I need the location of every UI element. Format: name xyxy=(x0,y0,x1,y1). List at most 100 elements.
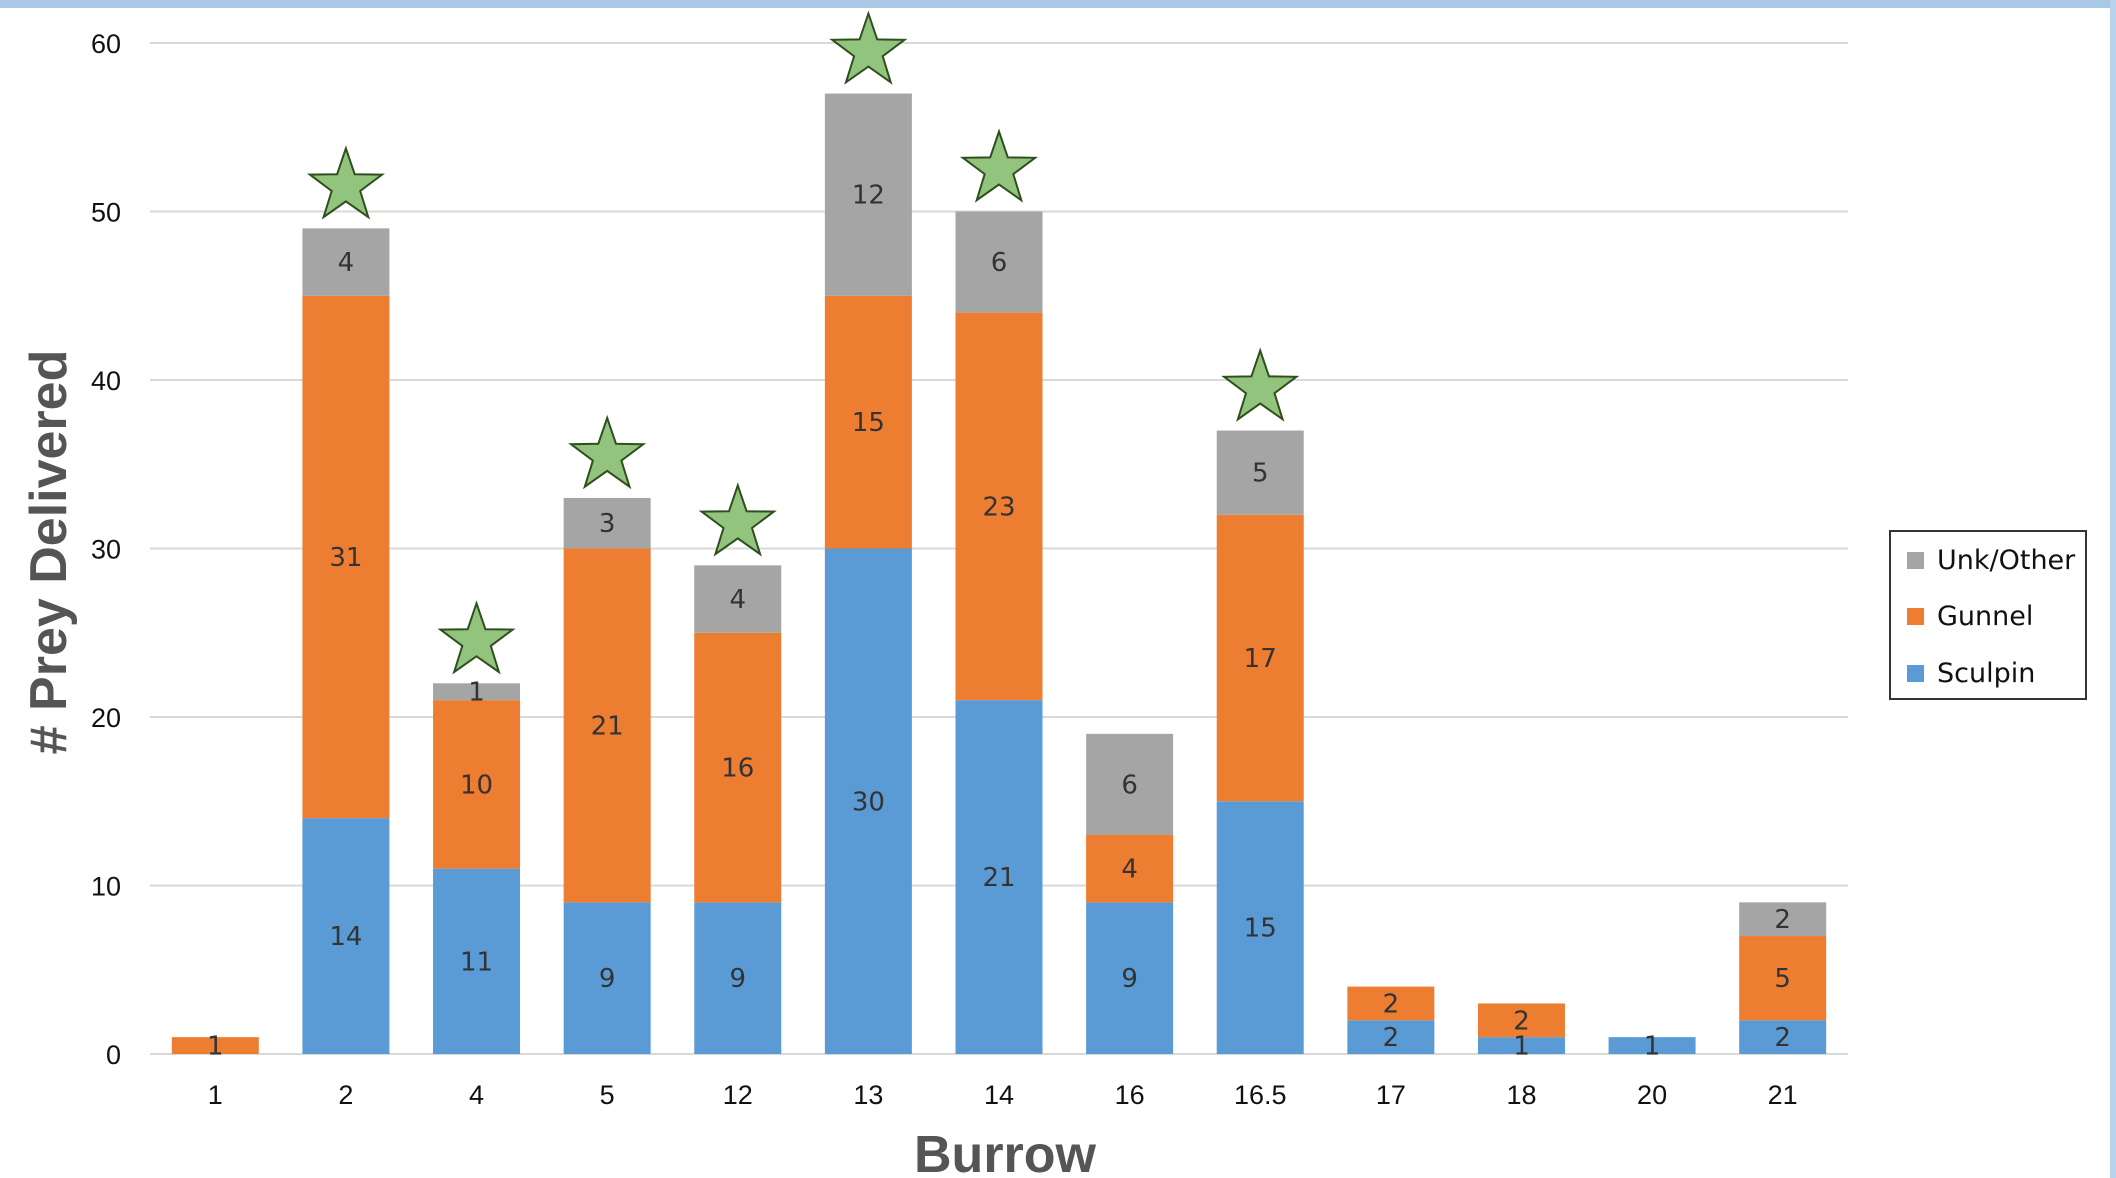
data-label: 23 xyxy=(982,492,1015,522)
x-tick-label: 1 xyxy=(208,1080,223,1110)
bar-segment-unk-other xyxy=(1739,902,1827,937)
bar-segment-unk-other xyxy=(302,228,390,296)
bar-segment-sculpin xyxy=(1347,1020,1435,1054)
data-label: 1 xyxy=(1513,1032,1530,1062)
legend-label-unk-other: Unk/Other xyxy=(1937,544,2076,576)
x-tick-label: 18 xyxy=(1506,1080,1536,1110)
data-label: 4 xyxy=(338,248,355,278)
legend-label-sculpin: Sculpin xyxy=(1937,657,2036,689)
data-label: 15 xyxy=(1244,914,1277,944)
data-label: 1 xyxy=(1644,1032,1661,1062)
data-label: 21 xyxy=(591,711,624,741)
data-label: 3 xyxy=(599,509,616,539)
x-tick-label: 2 xyxy=(338,1080,353,1110)
star-icon xyxy=(1221,347,1300,422)
data-label: 6 xyxy=(991,248,1008,278)
bar-segment-sculpin xyxy=(1477,1037,1565,1054)
bars xyxy=(171,93,1827,1054)
data-label: 31 xyxy=(329,543,362,573)
bar-segment-unk-other xyxy=(824,93,912,296)
data-label: 5 xyxy=(1774,964,1791,994)
data-label: 2 xyxy=(1774,905,1791,935)
bar-segment-gunnel xyxy=(563,548,651,903)
x-axis-title: Burrow xyxy=(914,1126,1097,1178)
y-tick-label: 50 xyxy=(91,198,121,228)
legend: Unk/Other Gunnel Sculpin xyxy=(1889,530,2087,700)
bar-segment-sculpin xyxy=(1216,801,1304,1054)
bar-segment-gunnel xyxy=(1477,1003,1565,1038)
x-tick-label: 5 xyxy=(600,1080,615,1110)
data-label: 10 xyxy=(460,770,493,800)
y-tick-label: 20 xyxy=(91,703,121,733)
bar-segment-unk-other xyxy=(433,683,521,701)
bar-segment-gunnel xyxy=(1216,514,1304,802)
x-tick-label: 17 xyxy=(1376,1080,1406,1110)
data-labels: 1143141110192139164301512212369461517522… xyxy=(207,181,1791,1062)
bar-segment-unk-other xyxy=(955,211,1043,313)
data-label: 17 xyxy=(1244,644,1277,674)
bar-segment-sculpin xyxy=(563,902,651,1054)
legend-swatch-unk-other xyxy=(1907,551,1924,569)
data-label: 2 xyxy=(1383,989,1400,1019)
star-icon xyxy=(568,414,647,490)
bar-segment-gunnel xyxy=(171,1037,259,1054)
data-label: 9 xyxy=(729,964,746,994)
bar-segment-gunnel xyxy=(1086,834,1174,903)
legend-item-gunnel: Gunnel xyxy=(1907,596,2033,636)
x-axis-ticks: 1 2 4 5 12 13 14 16 16.5 17 18 20 21 xyxy=(208,1080,1798,1110)
data-label: 9 xyxy=(1121,964,1138,994)
legend-label-gunnel: Gunnel xyxy=(1937,600,2034,632)
legend-item-sculpin: Sculpin xyxy=(1907,653,2035,693)
bar-segment-sculpin xyxy=(694,902,782,1054)
y-tick-label: 10 xyxy=(91,872,121,902)
data-label: 11 xyxy=(460,947,493,977)
y-axis-title: # Prey Delivered xyxy=(20,350,78,755)
y-tick-label: 0 xyxy=(106,1040,121,1070)
y-tick-label: 30 xyxy=(91,535,121,565)
bar-segment-sculpin xyxy=(1086,902,1174,1054)
bar-segment-gunnel xyxy=(302,295,390,819)
y-tick-label: 60 xyxy=(91,29,121,59)
data-label: 14 xyxy=(329,922,362,952)
data-label: 1 xyxy=(468,678,485,708)
window-right-border xyxy=(2110,0,2116,1178)
bar-segment-gunnel xyxy=(694,632,782,903)
bar-segment-sculpin xyxy=(302,818,390,1054)
data-label: 6 xyxy=(1121,770,1138,800)
bar-segment-gunnel xyxy=(433,700,521,869)
bar-segment-sculpin xyxy=(1739,1020,1827,1054)
star-markers xyxy=(306,10,1300,675)
x-tick-label: 16 xyxy=(1115,1080,1145,1110)
data-label: 4 xyxy=(1121,855,1138,885)
star-icon xyxy=(437,600,516,675)
data-label: 1 xyxy=(207,1032,224,1062)
data-label: 2 xyxy=(1383,1023,1400,1053)
x-tick-label: 16.5 xyxy=(1234,1080,1287,1110)
bar-segment-unk-other xyxy=(694,565,782,633)
legend-item-unk-other: Unk/Other xyxy=(1907,540,2075,580)
star-icon xyxy=(698,482,777,557)
bar-segment-sculpin xyxy=(433,868,521,1054)
x-tick-label: 20 xyxy=(1637,1080,1667,1110)
x-tick-label: 12 xyxy=(723,1080,753,1110)
x-tick-label: 4 xyxy=(469,1080,484,1110)
legend-swatch-sculpin xyxy=(1907,664,1924,682)
bar-segment-unk-other xyxy=(563,497,651,549)
star-icon xyxy=(306,145,386,220)
window-top-border xyxy=(0,0,2116,8)
data-label: 12 xyxy=(852,181,885,211)
bar-segment-sculpin xyxy=(955,700,1043,1054)
y-axis-ticks: 0 10 20 30 40 50 60 xyxy=(91,29,121,1070)
x-tick-label: 13 xyxy=(853,1080,883,1110)
bar-segment-sculpin xyxy=(1608,1037,1696,1054)
bar-segment-unk-other xyxy=(1216,430,1304,515)
bar-segment-gunnel xyxy=(1739,936,1827,1021)
bar-segment-sculpin xyxy=(824,548,912,1054)
data-label: 16 xyxy=(721,754,754,784)
bar-segment-unk-other xyxy=(1086,733,1174,835)
star-icon xyxy=(829,10,908,85)
bar-segment-gunnel xyxy=(824,295,912,549)
data-label: 30 xyxy=(852,787,885,817)
bar-segment-gunnel xyxy=(955,312,1043,701)
